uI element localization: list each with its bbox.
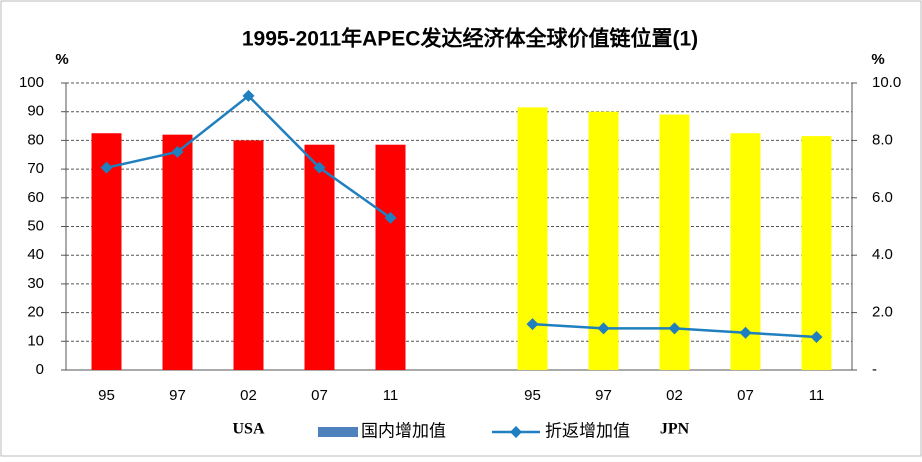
y-tick-label: 10 [27, 332, 44, 349]
bar [233, 140, 264, 370]
line-marker [313, 161, 326, 174]
y2-tick-label: 4.0 [872, 246, 893, 263]
x-tick-label: 97 [169, 387, 186, 404]
y-tick-label: 0 [36, 361, 44, 378]
x-tick-label: 07 [311, 387, 328, 404]
x-tick-label: 02 [240, 387, 257, 404]
legend-marker [510, 426, 522, 438]
y-tick-label: 100 [19, 74, 44, 91]
legend-label: 国内增加值 [361, 421, 446, 440]
bar [375, 144, 406, 370]
y-tick-label: 40 [27, 246, 44, 263]
bar [304, 144, 335, 370]
y-tick-label: 60 [27, 189, 44, 206]
line-marker [384, 211, 397, 224]
y2-axis-label: % [871, 51, 884, 68]
y-tick-label: 90 [27, 103, 44, 120]
line-marker [242, 89, 255, 102]
y-tick-label: 70 [27, 160, 44, 177]
x-tick-label: 07 [737, 387, 754, 404]
y2-tick-label: 2.0 [872, 304, 893, 321]
bar [517, 107, 548, 371]
group-label: JPN [660, 421, 690, 438]
x-tick-label: 02 [666, 387, 683, 404]
y-tick-label: 20 [27, 304, 44, 321]
y2-tick-label: 6.0 [872, 189, 893, 206]
y-tick-label: 30 [27, 275, 44, 292]
legend-label: 折返增加值 [545, 421, 630, 440]
y2-tick-label: 8.0 [872, 131, 893, 148]
y2-tick-label: 10.0 [872, 74, 901, 91]
y2-tick-label: - [872, 361, 877, 378]
x-tick-label: 11 [383, 387, 399, 404]
x-tick-label: 95 [524, 387, 541, 404]
line-marker [810, 330, 823, 343]
line-marker [597, 322, 610, 335]
line-marker [739, 326, 752, 339]
line-marker [526, 318, 539, 331]
y-axis-label: % [55, 51, 68, 68]
line-marker [668, 322, 681, 335]
line-marker [100, 161, 113, 174]
bar [162, 134, 193, 370]
x-tick-label: 95 [98, 387, 115, 404]
y-tick-label: 80 [27, 131, 44, 148]
group-label: USA [232, 421, 264, 438]
x-tick-label: 97 [595, 387, 612, 404]
x-tick-label: 11 [809, 387, 825, 404]
y-tick-label: 50 [27, 217, 44, 234]
chart-title: 1995-2011年APEC发达经济体全球价值链位置(1) [242, 27, 698, 51]
legend-swatch [318, 427, 358, 437]
line-marker [171, 145, 184, 158]
